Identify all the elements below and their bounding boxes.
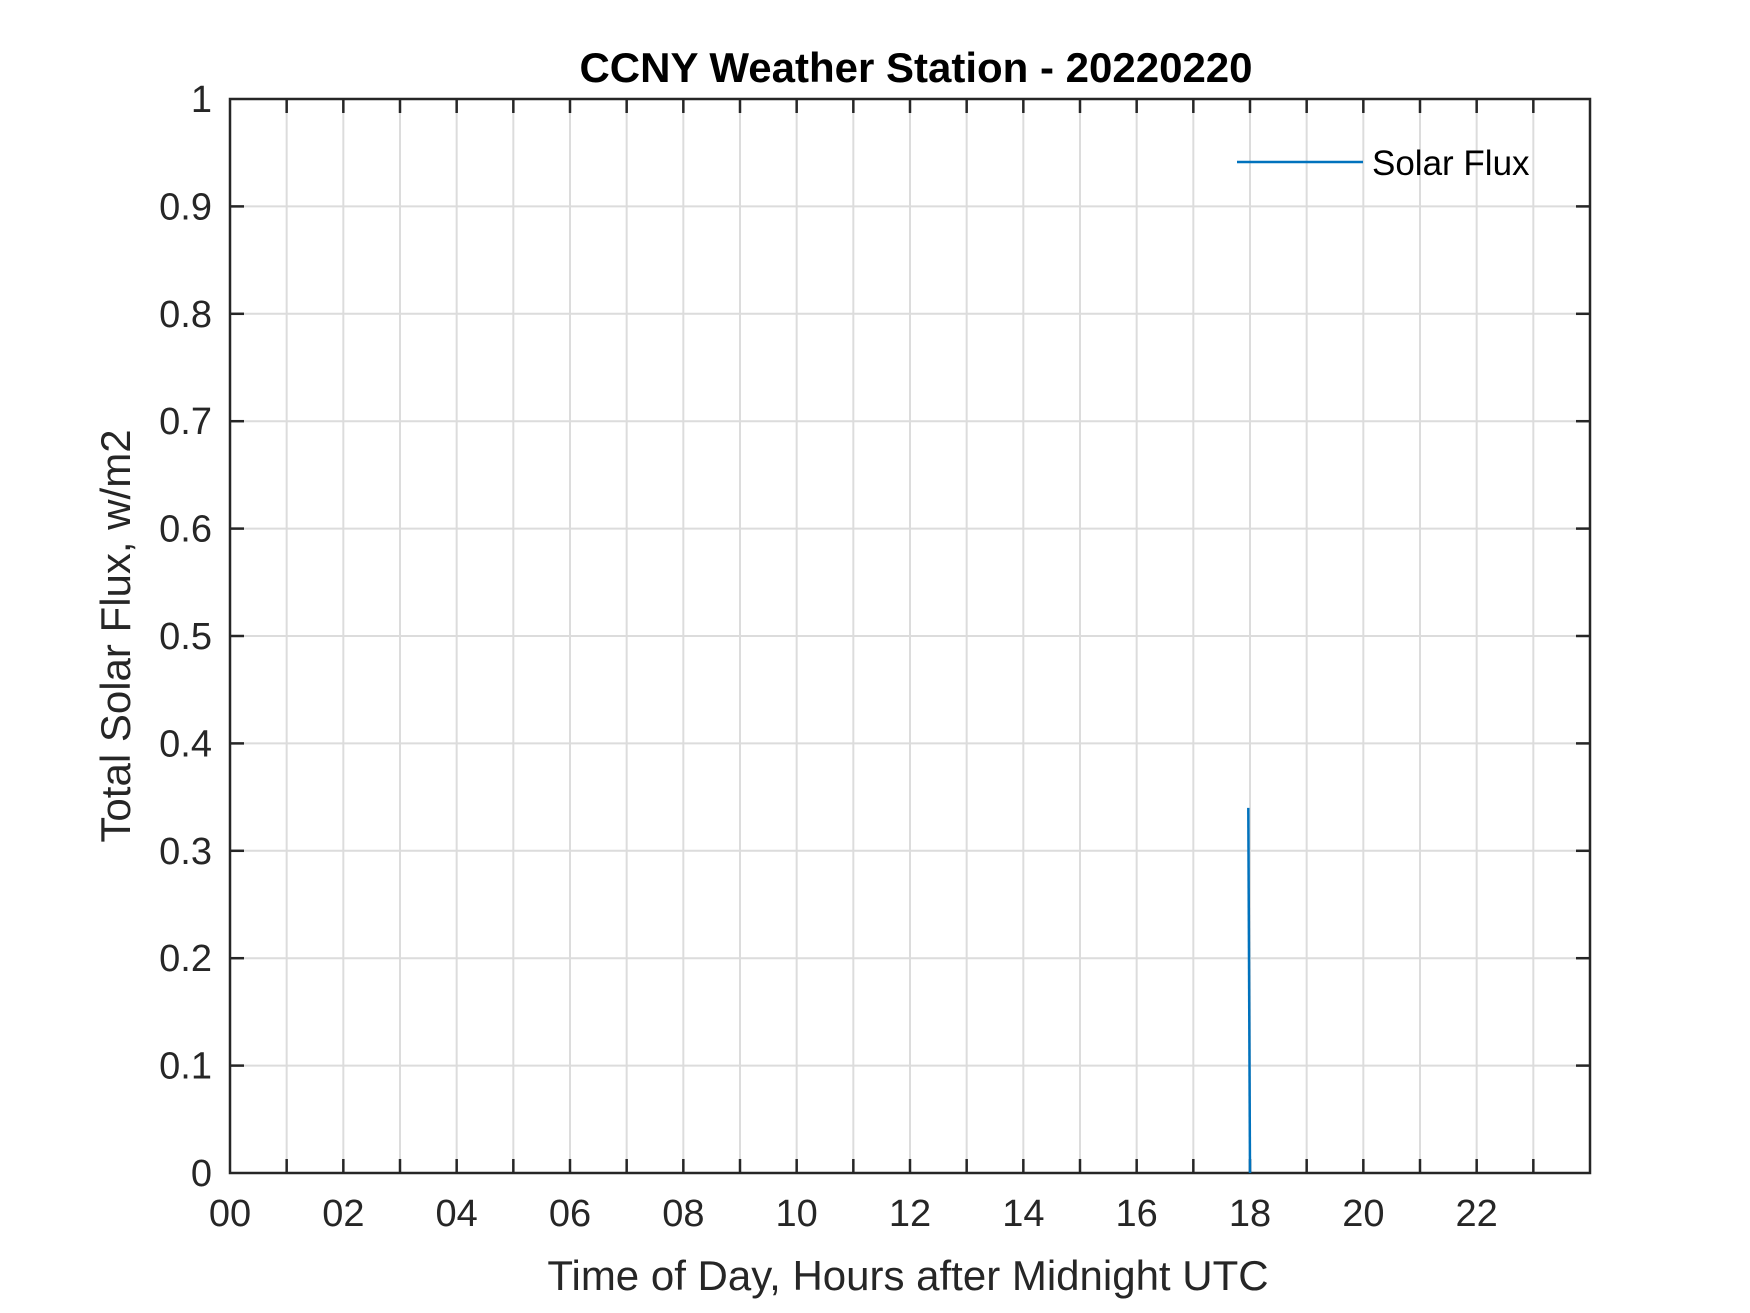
y-tick-label: 0 bbox=[191, 1153, 212, 1195]
y-tick-label: 0.3 bbox=[159, 831, 212, 873]
grid bbox=[230, 99, 1590, 1173]
x-tick-label: 00 bbox=[209, 1193, 251, 1235]
x-tick-label: 14 bbox=[1002, 1193, 1044, 1235]
y-tick-label: 0.7 bbox=[159, 401, 212, 443]
x-tick-label: 20 bbox=[1342, 1193, 1384, 1235]
y-tick-label: 0.9 bbox=[159, 186, 212, 228]
x-axis-label: Time of Day, Hours after Midnight UTC bbox=[547, 1252, 1268, 1299]
x-tick-label: 02 bbox=[322, 1193, 364, 1235]
x-tick-label: 04 bbox=[436, 1193, 478, 1235]
x-tick-label: 10 bbox=[776, 1193, 818, 1235]
x-tick-label: 16 bbox=[1116, 1193, 1158, 1235]
y-axis-label: Total Solar Flux, w/m2 bbox=[92, 429, 139, 842]
chart-title: CCNY Weather Station - 20220220 bbox=[579, 44, 1252, 91]
y-tick-label: 0.4 bbox=[159, 723, 212, 765]
x-tick-label: 06 bbox=[549, 1193, 591, 1235]
y-tick-label: 0.6 bbox=[159, 509, 212, 551]
series-line-solar-flux bbox=[1247, 807, 1252, 1174]
y-tick-label: 0.8 bbox=[159, 294, 212, 336]
y-tick-label: 0.5 bbox=[159, 616, 212, 658]
series-layer bbox=[1247, 807, 1252, 1174]
y-tick-label: 1 bbox=[191, 79, 212, 121]
y-tick-label: 0.1 bbox=[159, 1046, 212, 1088]
x-tick-label: 18 bbox=[1229, 1193, 1271, 1235]
x-tick-label: 22 bbox=[1456, 1193, 1498, 1235]
axis-ticks: 00 02 04 06 08 10 12 14 16 18 20 22 0 0.1 0.2 0.3 0.4 0.5… bbox=[159, 79, 1590, 1235]
y-tick-label: 0.2 bbox=[159, 938, 212, 980]
x-tick-label: 12 bbox=[889, 1193, 931, 1235]
legend-label-solar-flux: Solar Flux bbox=[1372, 144, 1530, 183]
legend: Solar Flux bbox=[1237, 144, 1530, 183]
x-tick-label: 08 bbox=[662, 1193, 704, 1235]
